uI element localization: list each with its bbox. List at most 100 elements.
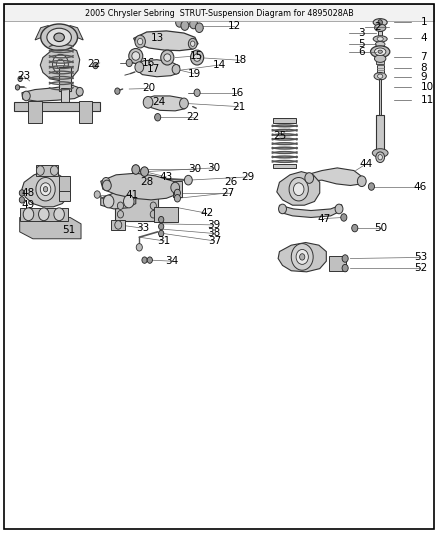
Circle shape <box>172 64 180 74</box>
Bar <box>154 207 178 222</box>
Circle shape <box>18 76 22 82</box>
Text: 18: 18 <box>233 55 247 65</box>
Text: 34: 34 <box>165 256 178 266</box>
Circle shape <box>143 96 153 108</box>
Circle shape <box>289 177 308 201</box>
Polygon shape <box>279 205 342 217</box>
Ellipse shape <box>190 19 198 29</box>
Circle shape <box>335 204 343 214</box>
Circle shape <box>124 195 134 208</box>
Text: 22: 22 <box>186 112 199 122</box>
Bar <box>20 207 68 221</box>
Polygon shape <box>20 217 81 239</box>
Text: 20: 20 <box>142 84 155 93</box>
Circle shape <box>15 85 20 90</box>
Polygon shape <box>307 168 364 185</box>
Bar <box>4 4 434 21</box>
Polygon shape <box>278 243 326 272</box>
Text: 4: 4 <box>420 34 427 43</box>
Circle shape <box>378 20 382 25</box>
Circle shape <box>352 224 358 232</box>
Text: 11: 11 <box>420 95 434 105</box>
Circle shape <box>76 87 83 96</box>
Bar <box>59 176 70 195</box>
Polygon shape <box>134 31 198 51</box>
Bar <box>115 195 158 221</box>
Text: 16: 16 <box>141 58 155 68</box>
Text: 30: 30 <box>188 165 201 174</box>
Text: 31: 31 <box>158 236 171 246</box>
Bar <box>273 164 296 168</box>
Text: 38: 38 <box>207 229 220 238</box>
Polygon shape <box>40 47 80 81</box>
Text: 27: 27 <box>221 188 234 198</box>
Bar <box>376 60 384 64</box>
Ellipse shape <box>372 149 388 157</box>
Ellipse shape <box>373 19 387 26</box>
Ellipse shape <box>374 55 386 62</box>
Ellipse shape <box>374 24 386 31</box>
Text: 22: 22 <box>88 59 101 69</box>
Text: 19: 19 <box>187 69 201 78</box>
Text: 44: 44 <box>359 159 372 169</box>
Text: 42: 42 <box>200 208 213 218</box>
Circle shape <box>293 183 304 196</box>
Text: 50: 50 <box>374 223 388 233</box>
Circle shape <box>138 38 143 45</box>
Text: 24: 24 <box>152 98 166 107</box>
Circle shape <box>103 195 114 208</box>
Circle shape <box>150 211 156 218</box>
Circle shape <box>147 257 152 263</box>
Circle shape <box>291 244 313 270</box>
Circle shape <box>40 183 51 196</box>
Bar <box>59 191 70 201</box>
Polygon shape <box>68 26 83 40</box>
Text: 1: 1 <box>420 18 427 27</box>
Ellipse shape <box>375 42 385 47</box>
Polygon shape <box>144 96 188 111</box>
Bar <box>378 31 382 36</box>
Text: 21: 21 <box>232 102 245 111</box>
Text: 10: 10 <box>420 82 434 92</box>
Circle shape <box>174 189 180 197</box>
Text: 14: 14 <box>212 60 226 70</box>
Text: 13: 13 <box>151 34 164 43</box>
Bar <box>111 220 125 230</box>
Circle shape <box>22 91 30 101</box>
Circle shape <box>54 208 64 221</box>
Ellipse shape <box>41 24 78 51</box>
Text: 41: 41 <box>126 190 139 199</box>
Text: 2: 2 <box>374 22 381 31</box>
Circle shape <box>135 35 145 48</box>
Circle shape <box>43 187 48 192</box>
Ellipse shape <box>194 54 201 61</box>
Bar <box>379 79 381 126</box>
Ellipse shape <box>161 50 174 65</box>
Circle shape <box>150 202 156 209</box>
Ellipse shape <box>374 72 386 80</box>
Circle shape <box>159 216 164 223</box>
Circle shape <box>342 264 348 272</box>
Polygon shape <box>35 26 50 40</box>
Text: 15: 15 <box>190 51 203 61</box>
Circle shape <box>50 166 58 175</box>
Polygon shape <box>277 172 320 205</box>
Ellipse shape <box>378 50 382 53</box>
Text: 2005 Chrysler Sebring  STRUT-Suspension Diagram for 4895028AB: 2005 Chrysler Sebring STRUT-Suspension D… <box>85 9 353 18</box>
Circle shape <box>23 208 34 221</box>
Bar <box>273 118 296 123</box>
Ellipse shape <box>373 36 387 42</box>
Text: 23: 23 <box>18 71 31 81</box>
Polygon shape <box>22 172 69 207</box>
Circle shape <box>188 38 197 49</box>
Circle shape <box>300 254 305 260</box>
Text: 51: 51 <box>63 225 76 235</box>
Text: 6: 6 <box>358 47 365 56</box>
Circle shape <box>117 211 124 218</box>
Circle shape <box>342 255 348 262</box>
Circle shape <box>117 202 124 209</box>
Text: 8: 8 <box>420 63 427 72</box>
Circle shape <box>155 114 161 121</box>
Text: 9: 9 <box>420 72 427 82</box>
Circle shape <box>191 41 195 46</box>
